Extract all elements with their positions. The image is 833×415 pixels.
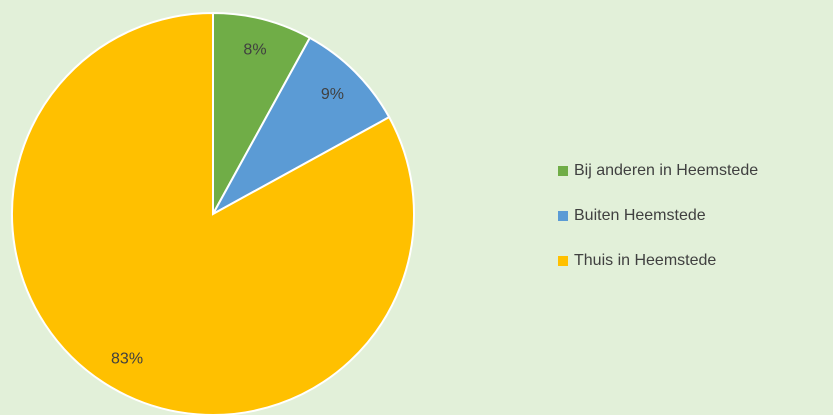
data-label: 8% [243,42,266,59]
legend-swatch [558,166,568,176]
legend-swatch [558,211,568,221]
pie-slice [210,36,391,217]
data-label: 83% [111,351,143,368]
legend-label: Bij anderen in Heemstede [574,162,758,179]
legend-label: Buiten Heemstede [574,207,706,224]
legend-swatch [558,256,568,266]
legend-label: Thuis in Heemstede [574,252,716,269]
pie-slice [212,11,312,215]
data-label: 9% [321,86,344,103]
pie-slice [11,11,415,415]
